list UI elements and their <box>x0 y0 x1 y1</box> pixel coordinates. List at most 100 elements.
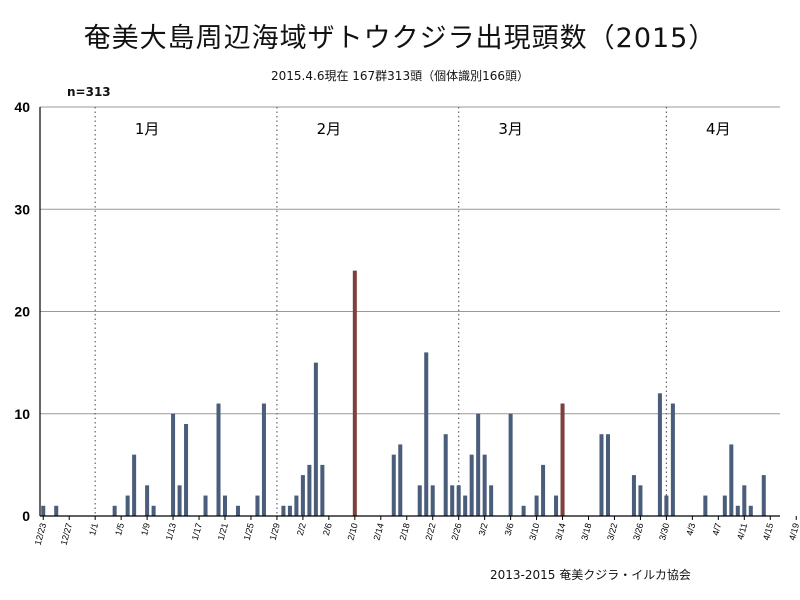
bar <box>352 270 357 516</box>
bar <box>151 505 156 516</box>
x-tick-label: 2/22 <box>423 522 437 542</box>
sample-size-label: n=313 <box>67 85 111 99</box>
y-tick-label: 10 <box>14 406 30 422</box>
x-tick-label: 3/26 <box>631 522 645 542</box>
bar <box>541 464 546 516</box>
bar <box>463 495 468 516</box>
x-tick-label: 3/14 <box>553 522 567 542</box>
bar <box>281 505 286 516</box>
y-tick-label: 0 <box>22 508 30 524</box>
bar <box>294 495 299 516</box>
y-tick-label: 30 <box>14 201 30 217</box>
bar <box>443 434 448 516</box>
bar <box>469 454 474 516</box>
bar <box>476 413 481 516</box>
bar <box>424 352 429 516</box>
bar <box>599 434 604 516</box>
bar <box>145 485 150 516</box>
credit-label: 2013-2015 奄美クジラ・イルカ協会 <box>490 568 691 582</box>
bar <box>638 485 643 516</box>
bar <box>320 464 325 516</box>
bar <box>125 495 130 516</box>
x-tick-label: 12/23 <box>33 522 48 546</box>
bar <box>554 495 559 516</box>
x-tick-label: 3/18 <box>579 522 593 542</box>
bar <box>722 495 727 516</box>
bar <box>664 495 669 516</box>
bar <box>560 403 565 516</box>
bar <box>307 464 312 516</box>
bar <box>521 505 526 516</box>
x-tick-label: 3/10 <box>527 522 541 542</box>
x-tick-label: 2/6 <box>321 522 334 537</box>
month-label: 3月 <box>498 120 523 138</box>
y-tick-label: 20 <box>14 304 30 320</box>
bar <box>508 413 513 516</box>
bar <box>184 423 189 516</box>
x-tick-label: 2/14 <box>372 522 386 542</box>
bar <box>132 454 137 516</box>
x-tick-label: 3/22 <box>605 522 619 542</box>
month-label: 1月 <box>135 120 160 138</box>
bar <box>482 454 487 516</box>
x-tick-label: 1/29 <box>268 522 282 542</box>
bar <box>534 495 539 516</box>
bar <box>300 475 305 516</box>
x-tick-label: 1/9 <box>139 522 152 537</box>
bar <box>41 505 46 516</box>
month-label: 2月 <box>317 120 342 138</box>
x-tick-label: 3/30 <box>657 522 671 542</box>
bar <box>313 362 318 516</box>
bar <box>391 454 396 516</box>
bar <box>703 495 708 516</box>
bar <box>735 505 740 516</box>
x-tick-label: 1/21 <box>216 522 230 542</box>
bar <box>761 475 766 516</box>
bar <box>729 444 734 516</box>
bar <box>450 485 455 516</box>
x-tick-label: 1/17 <box>190 522 204 542</box>
bar <box>742 485 747 516</box>
bar <box>171 413 176 516</box>
chart-subtitle: 2015.4.6現在 167群313頭（個体識別166頭） <box>271 69 529 83</box>
bar <box>430 485 435 516</box>
bar <box>203 495 208 516</box>
bar <box>216 403 221 516</box>
chart-title: 奄美大島周辺海域ザトウクジラ出現頭数（2015） <box>83 23 717 54</box>
x-tick-label: 2/18 <box>397 522 411 542</box>
x-tick-label: 2/10 <box>346 522 360 542</box>
bar <box>417 485 422 516</box>
x-tick-label: 12/27 <box>59 522 74 546</box>
bar <box>287 505 292 516</box>
x-tick-label: 2/26 <box>449 522 463 542</box>
bar <box>222 495 228 516</box>
x-tick-label: 1/13 <box>164 522 178 542</box>
bar <box>54 505 59 516</box>
bar <box>261 403 266 516</box>
x-tick-label: 4/7 <box>710 522 723 537</box>
bar <box>489 485 494 516</box>
bar <box>456 485 461 516</box>
bar <box>177 485 182 516</box>
bar <box>255 495 260 516</box>
bar <box>670 403 675 516</box>
x-tick-label: 4/11 <box>735 522 749 541</box>
y-tick-label: 40 <box>14 99 30 115</box>
x-tick-label: 4/15 <box>761 522 775 542</box>
month-label: 4月 <box>706 120 731 138</box>
x-tick-label: 4/3 <box>684 522 697 537</box>
x-tick-label: 3/6 <box>503 522 516 537</box>
x-tick-label: 1/1 <box>87 522 100 537</box>
bar <box>657 393 662 516</box>
bar <box>605 434 610 516</box>
x-tick-label: 1/25 <box>242 522 256 542</box>
x-tick-label: 1/5 <box>113 522 126 537</box>
bar <box>748 505 753 516</box>
bar <box>631 475 636 516</box>
x-tick-label: 2/2 <box>295 522 308 537</box>
x-tick-label: 4/19 <box>787 522 800 542</box>
bar <box>112 505 117 516</box>
bar <box>235 505 240 516</box>
bar <box>398 444 403 516</box>
